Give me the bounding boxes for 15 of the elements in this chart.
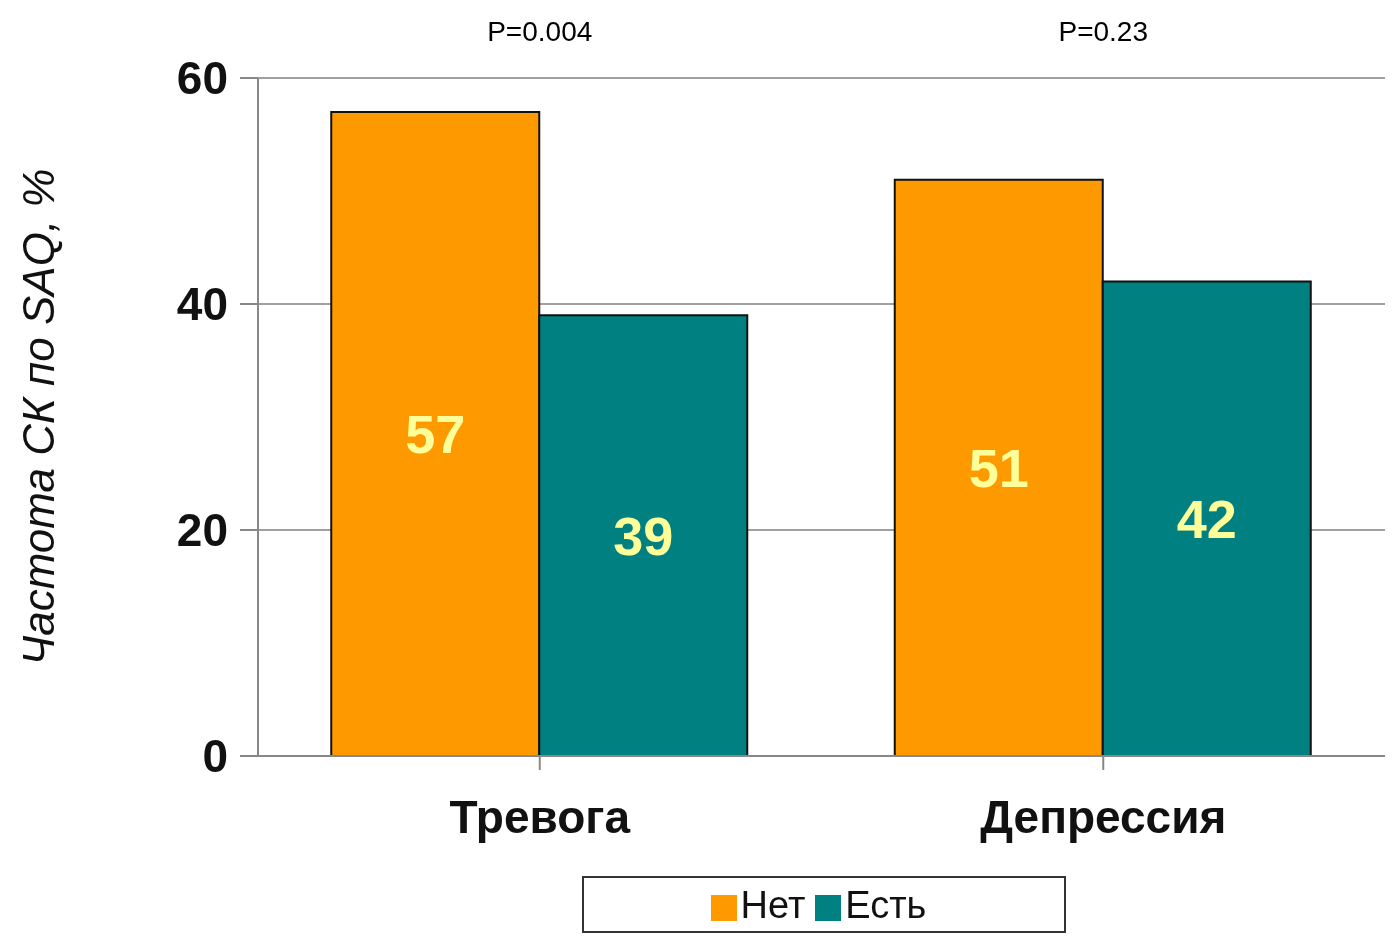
data-label: 51 xyxy=(968,438,1029,499)
data-label: 42 xyxy=(1176,488,1237,549)
y-tick-label: 60 xyxy=(176,52,228,105)
y-tick-label: 20 xyxy=(176,504,228,557)
x-tick-label: Тревога xyxy=(449,790,631,843)
x-tick-label: Депрессия xyxy=(980,790,1227,843)
data-label: 39 xyxy=(613,505,674,566)
data-label: 57 xyxy=(405,404,466,465)
y-axis-title: Частота СК по SAQ, % xyxy=(13,168,63,666)
legend-label: Есть xyxy=(845,884,927,926)
y-tick-label: 0 xyxy=(202,730,228,783)
legend-label: Нет xyxy=(740,884,806,926)
y-tick-label: 40 xyxy=(176,278,228,331)
text: P=0.23 xyxy=(1057,16,1149,48)
text: P=0.004 xyxy=(486,16,594,48)
